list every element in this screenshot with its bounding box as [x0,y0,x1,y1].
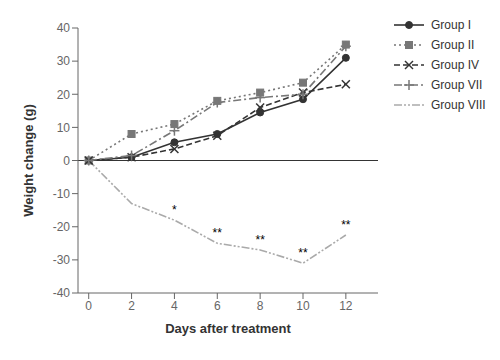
svg-text:10: 10 [57,121,71,135]
html-text:Group VII: Group VII [431,78,483,92]
svg-text:Weight change (g): Weight change (g) [21,104,36,216]
svg-text:4: 4 [171,299,178,313]
svg-text:40: 40 [57,21,71,35]
svg-text:6: 6 [214,299,221,313]
svg-text:-20: -20 [53,220,71,234]
svg-text:**: ** [298,246,308,260]
svg-text:Days after treatment: Days after treatment [165,321,291,336]
html-text:Group IV: Group IV [431,58,479,72]
svg-text:2: 2 [128,299,135,313]
svg-text:**: ** [255,233,265,247]
svg-text:8: 8 [257,299,264,313]
svg-text:0: 0 [63,154,70,168]
svg-text:-40: -40 [53,286,71,300]
svg-text:**: ** [341,218,351,232]
svg-text:12: 12 [339,299,353,313]
svg-text:30: 30 [57,54,71,68]
html-text:Group I: Group I [431,18,471,32]
html-text:Group VIII: Group VIII [431,98,486,112]
svg-text:*: * [172,203,177,217]
svg-text:**: ** [213,226,223,240]
html-text:Group II: Group II [431,38,475,52]
svg-text:-30: -30 [53,253,71,267]
svg-text:20: 20 [57,88,71,102]
svg-text:-10: -10 [53,187,71,201]
svg-text:0: 0 [85,299,92,313]
svg-text:10: 10 [296,299,310,313]
